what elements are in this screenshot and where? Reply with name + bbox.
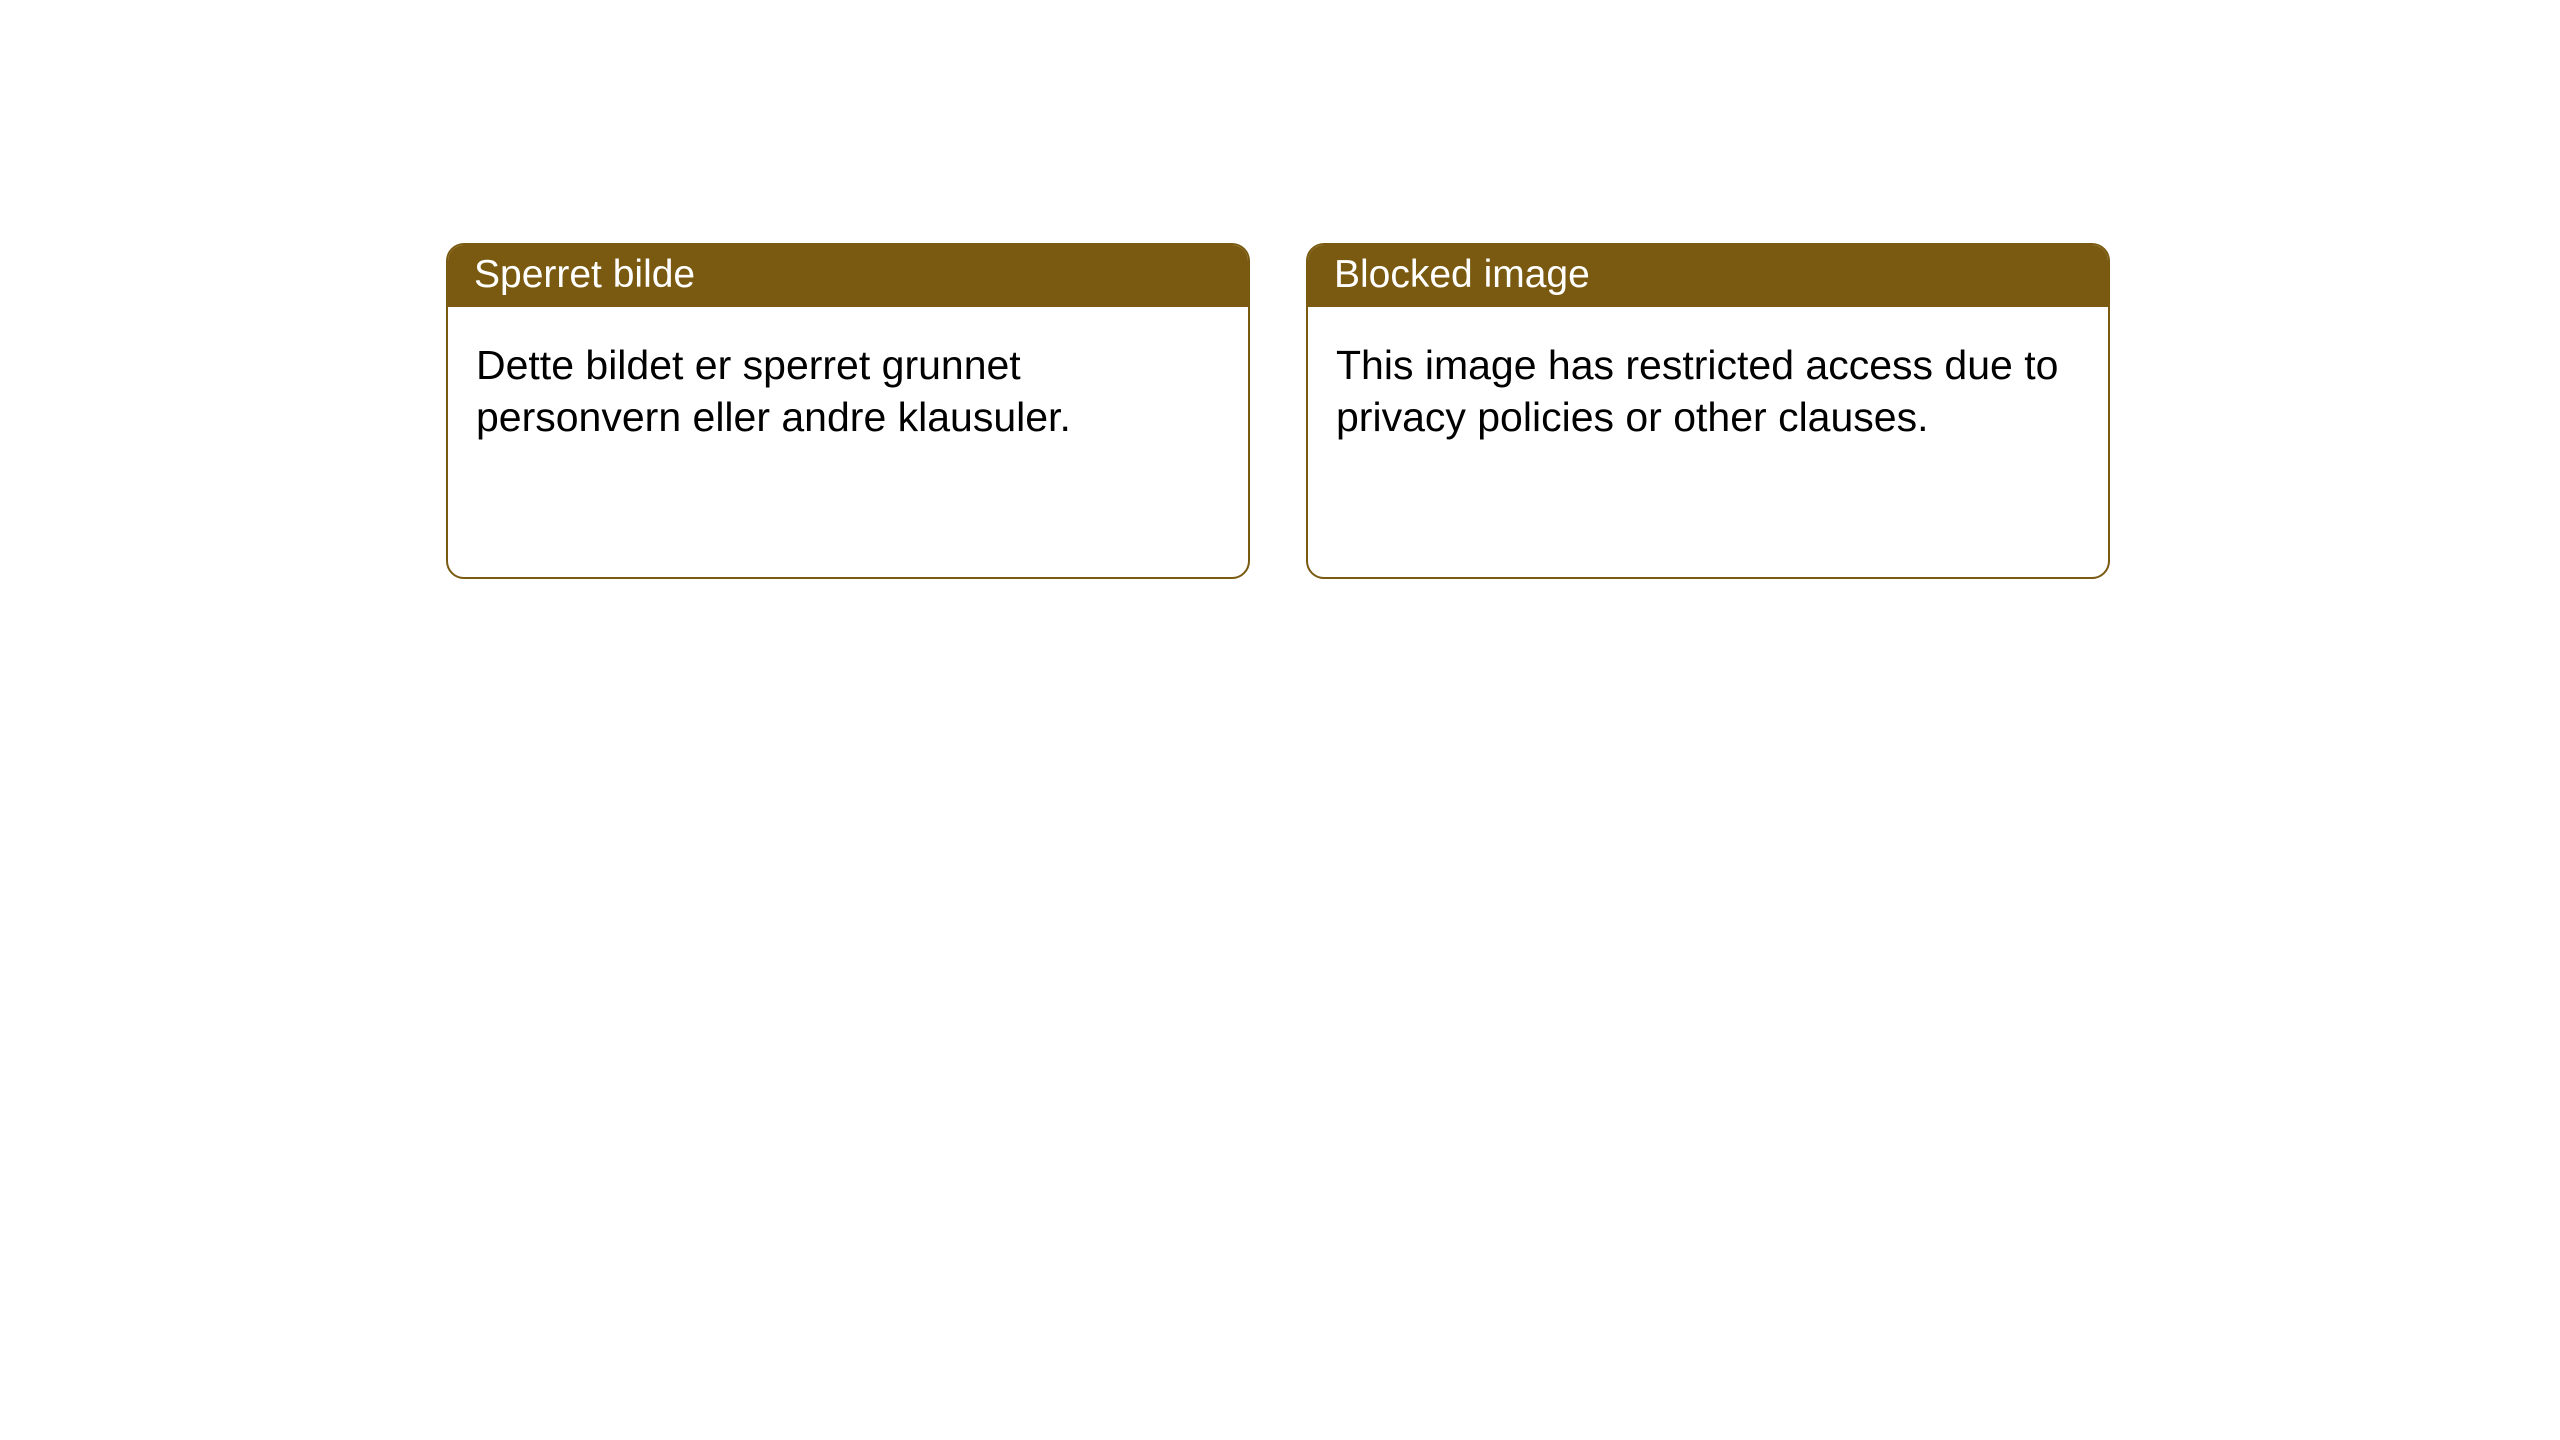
notice-card-english: Blocked image This image has restricted … xyxy=(1306,243,2110,579)
card-body-norwegian: Dette bildet er sperret grunnet personve… xyxy=(448,307,1248,476)
card-header-english: Blocked image xyxy=(1308,245,2108,307)
card-header-norwegian: Sperret bilde xyxy=(448,245,1248,307)
card-body-english: This image has restricted access due to … xyxy=(1308,307,2108,476)
notice-card-norwegian: Sperret bilde Dette bildet er sperret gr… xyxy=(446,243,1250,579)
notice-container: Sperret bilde Dette bildet er sperret gr… xyxy=(0,0,2560,579)
